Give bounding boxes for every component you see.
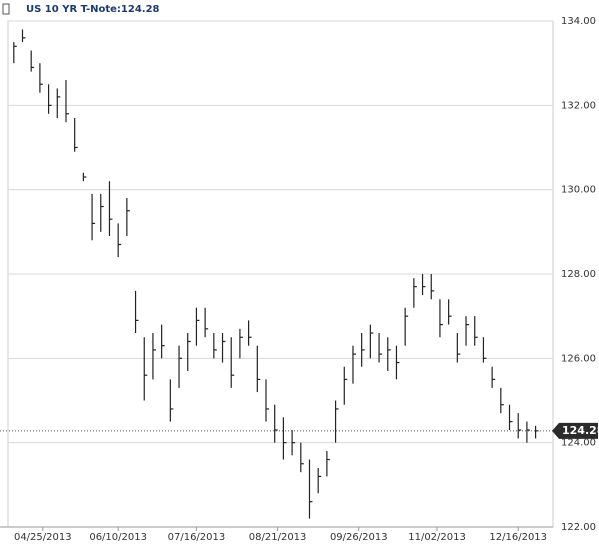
y-tick-label: 134.00: [561, 16, 596, 27]
y-tick-label: 126.00: [561, 353, 596, 364]
x-tick-label: 07/16/2013: [168, 532, 226, 543]
x-tick-label: 12/16/2013: [489, 532, 547, 543]
y-tick-label: 122.00: [561, 522, 596, 533]
y-tick-label: 130.00: [561, 185, 596, 196]
last-value-badge: [552, 422, 598, 439]
chart-title: US 10 YR T-Note:124.28: [26, 4, 160, 15]
y-tick-label: 124.00: [561, 438, 596, 449]
last-value-label: 124.28: [562, 424, 599, 437]
x-tick-label: 06/10/2013: [89, 532, 147, 543]
x-tick-label: 08/21/2013: [249, 532, 307, 543]
y-tick-label: 128.00: [561, 269, 596, 280]
x-tick-label: 11/02/2013: [408, 532, 466, 543]
x-tick-label: 09/26/2013: [330, 532, 388, 543]
y-tick-label: 132.00: [561, 100, 596, 111]
x-tick-label: 04/25/2013: [14, 532, 72, 543]
title-icon: [2, 3, 10, 15]
